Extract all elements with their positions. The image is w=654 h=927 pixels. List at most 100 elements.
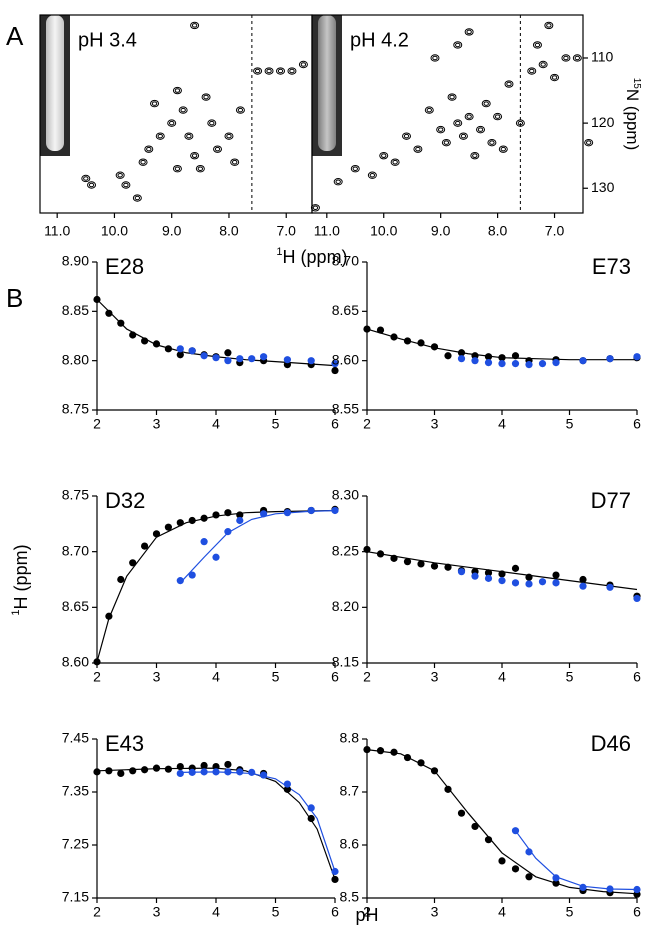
data-point [525,361,533,369]
data-point [376,326,385,334]
x-tick-label: 4 [212,904,220,920]
peak [481,99,491,108]
x-tick-label: 5 [566,669,574,685]
peak-contour [224,132,234,140]
peak [298,60,308,69]
peak [572,54,582,62]
data-point [188,516,196,525]
x-tick-label: 9.0 [162,223,182,239]
data-point [511,352,520,360]
chart-title: E73 [592,254,631,279]
data-point [552,874,560,882]
y-tick-label: 8.65 [62,598,89,614]
data-point [538,360,547,368]
data-point [363,545,371,554]
peak [190,21,200,30]
peak-contour [178,106,188,114]
peak-contour [402,132,412,140]
peak-contour [350,165,360,173]
peak-contour [436,125,446,134]
data-point [307,814,315,823]
data-point [200,761,208,770]
peak-contour [534,42,541,48]
data-point [390,748,398,756]
x-tick-label: 6 [331,416,339,432]
data-point [403,753,412,762]
peak-contour [155,132,165,140]
chart-title: D77 [591,488,631,513]
peak-contour [544,21,554,30]
y-tick-label: 120 [591,114,615,130]
x-tick-label: 10.0 [370,223,397,239]
x-tick-label: 5 [566,416,574,432]
data-point [224,768,232,776]
data-point [212,768,220,776]
x-tick-label: 2 [93,669,101,685]
data-point [307,506,315,515]
x-tick-label: 10.0 [101,223,128,239]
data-point [633,594,641,603]
fit-line [96,509,336,663]
data-point [471,822,479,831]
y-tick-label: 110 [591,49,614,65]
y-tick-label: 8.6 [340,836,360,852]
data-point [363,746,371,754]
peak-contour [515,119,525,127]
peak-contour [150,99,160,108]
data-point [457,568,466,576]
data-point [129,331,137,339]
peak-contour [453,119,463,127]
label-sup: 1 [276,246,282,258]
data-point [129,559,137,567]
peak-contour [167,119,177,127]
peak-contour [201,93,211,101]
x-tick-label: 6 [331,904,339,920]
peak-contour [437,127,444,132]
data-point [224,509,232,517]
data-point [430,767,439,775]
peak-contour [538,60,548,69]
peak-contour [352,166,358,171]
data-point [307,357,315,365]
peak [201,93,211,101]
y-tick-label: 8.80 [62,351,89,367]
data-point [141,766,149,774]
peak [453,119,463,127]
peak-contour [447,93,457,101]
peak-contour [455,42,461,48]
y-tick-label: 8.60 [332,351,359,367]
data-point [457,809,466,817]
data-point [188,768,196,776]
x-tick-label: 11.0 [314,223,340,239]
data-point [260,510,268,518]
data-point [283,509,291,517]
peak-contour [464,112,474,121]
x-tick-label: 8.0 [219,223,239,239]
data-point [579,575,587,584]
peak [561,54,571,62]
data-point [164,765,172,773]
peak [310,204,320,212]
peak-contour [390,158,400,166]
x-tick-label: 6 [633,416,641,432]
peak-contour [226,133,232,139]
data-point [525,573,533,581]
peak-contour [381,153,387,158]
tube-photo [312,15,342,156]
peak [178,106,188,114]
peak [155,132,165,140]
data-point [93,768,101,776]
peak-contour [563,55,569,61]
peak-contour [115,171,125,179]
data-point [552,359,560,367]
data-point [430,343,439,351]
data-point [93,295,101,304]
peak-contour [415,146,421,152]
data-point [511,360,520,368]
peak [413,145,423,153]
x-axis-label: pH [355,905,378,925]
peak [172,165,182,173]
peak-contour [191,23,198,28]
peak-contour [529,68,535,74]
